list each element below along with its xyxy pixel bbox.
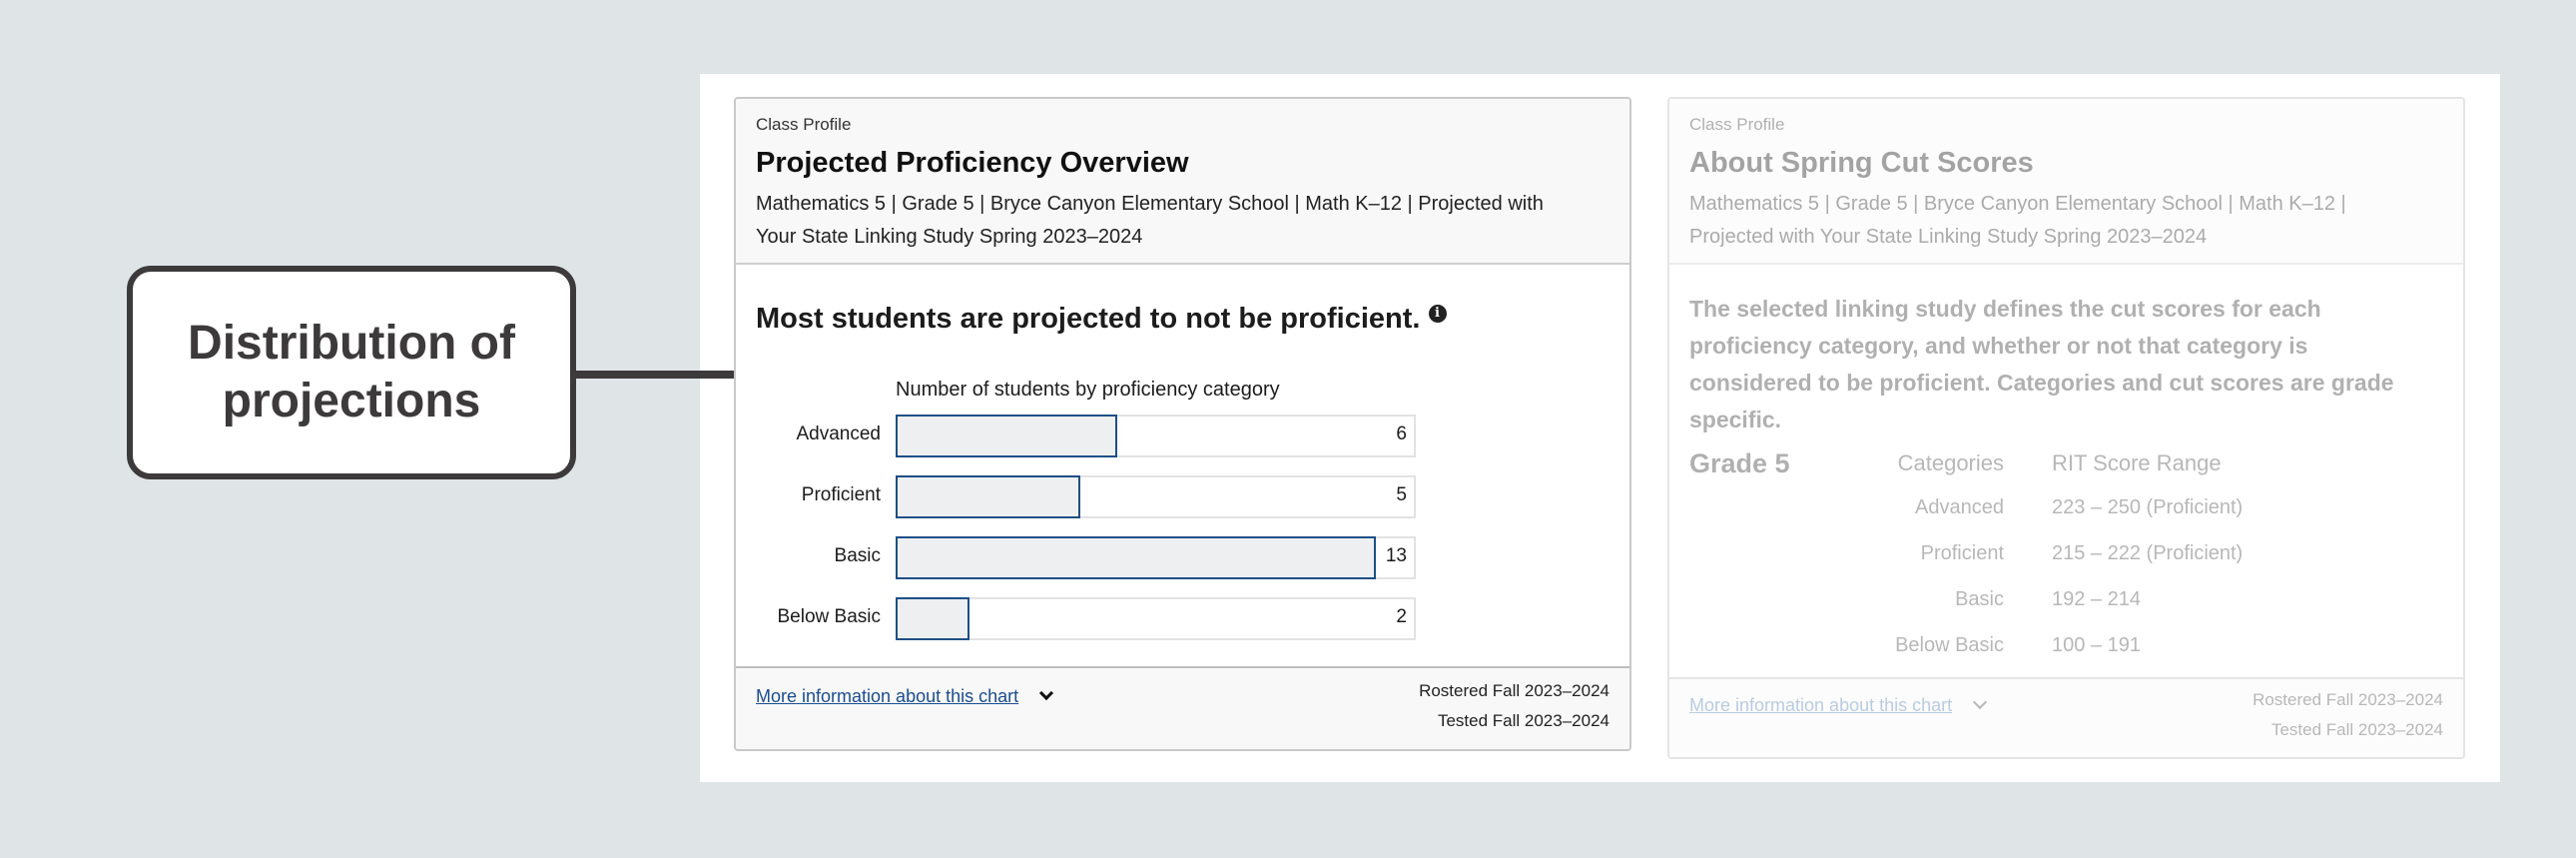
cut-scores-card: Class Profile About Spring Cut Scores Ma… xyxy=(1667,97,2465,759)
dates: Rostered Fall 2023–2024 Tested Fall 2023… xyxy=(2253,685,2443,745)
description: The selected linking study defines the c… xyxy=(1689,296,2394,432)
card-header: Class Profile About Spring Cut Scores Ma… xyxy=(1669,99,2463,265)
bar xyxy=(896,536,1376,579)
card-subtitle: Mathematics 5 | Grade 5 | Bryce Canyon E… xyxy=(756,188,1544,254)
cut-score-category: Advanced xyxy=(1915,496,2004,518)
annotation-callout: Distribution of projections xyxy=(127,266,576,479)
card-footer: More information about this chart Roster… xyxy=(736,666,1629,749)
bar-value: 5 xyxy=(1396,484,1407,505)
projected-proficiency-card: Class Profile Projected Proficiency Over… xyxy=(734,97,1631,751)
headline-text: Most students are projected to not be pr… xyxy=(756,303,1421,335)
cut-score-category: Below Basic xyxy=(1895,634,2004,656)
categories-header: Categories xyxy=(1897,450,2004,475)
subtitle-line: Mathematics 5 | Grade 5 | Bryce Canyon E… xyxy=(756,193,1544,215)
chart-headline: Most students are projected to not be pr… xyxy=(756,303,1447,336)
more-info-link[interactable]: More information about this chart xyxy=(1689,695,1953,715)
subtitle-line: Mathematics 5 | Grade 5 | Bryce Canyon E… xyxy=(1689,193,2346,215)
bar-track xyxy=(896,415,1416,457)
grade-label: Grade 5 xyxy=(1689,448,1790,478)
cut-score-range: 215 – 222 (Proficient) xyxy=(2052,542,2244,564)
more-info-toggle[interactable]: More information about this chart xyxy=(756,685,1053,707)
dates: Rostered Fall 2023–2024 Tested Fall 2023… xyxy=(1419,676,1610,736)
cut-score-range: 192 – 214 xyxy=(2052,588,2141,610)
rostered-date: Rostered Fall 2023–2024 xyxy=(2253,690,2443,709)
tested-date: Tested Fall 2023–2024 xyxy=(1437,711,1610,730)
bar-label: Advanced xyxy=(796,424,881,444)
bar-track xyxy=(896,475,1416,518)
bar-value: 13 xyxy=(1385,545,1407,566)
more-info-toggle[interactable]: More information about this chart xyxy=(1689,694,1987,716)
card-title: About Spring Cut Scores xyxy=(1689,147,2034,179)
callout-connector xyxy=(576,371,824,379)
cut-score-category: Proficient xyxy=(1920,542,2004,564)
bar-value: 2 xyxy=(1396,606,1407,627)
chevron-down-icon[interactable] xyxy=(1972,694,1987,710)
cut-score-category: Basic xyxy=(1955,588,2004,610)
bar-track xyxy=(896,536,1416,579)
eyebrow: Class Profile xyxy=(1689,115,1785,134)
callout-text: Distribution of projections xyxy=(188,317,515,428)
more-info-link[interactable]: More information about this chart xyxy=(756,686,1019,706)
chart-title: Number of students by proficiency catego… xyxy=(896,379,1280,401)
tested-date: Tested Fall 2023–2024 xyxy=(2270,720,2443,739)
bar-label: Below Basic xyxy=(777,606,882,627)
subtitle-line: Your State Linking Study Spring 2023–202… xyxy=(756,226,1143,248)
info-circle-icon[interactable]: i xyxy=(1428,305,1447,324)
bar-label: Proficient xyxy=(801,484,881,505)
bar xyxy=(896,475,1080,518)
bar-label: Basic xyxy=(834,545,881,566)
card-subtitle: Mathematics 5 | Grade 5 | Bryce Canyon E… xyxy=(1689,188,2346,254)
card-footer: More information about this chart Roster… xyxy=(1669,677,2463,757)
chevron-down-icon[interactable] xyxy=(1038,685,1053,701)
card-header: Class Profile Projected Proficiency Over… xyxy=(736,99,1629,265)
cut-score-range: 223 – 250 (Proficient) xyxy=(2052,496,2244,518)
cut-score-range: 100 – 191 xyxy=(2052,634,2141,656)
bar-value: 6 xyxy=(1396,424,1407,444)
eyebrow: Class Profile xyxy=(756,115,852,134)
range-header: RIT Score Range xyxy=(2052,450,2222,475)
card-title: Projected Proficiency Overview xyxy=(756,147,1189,179)
subtitle-line: Projected with Your State Linking Study … xyxy=(1689,226,2208,248)
bar xyxy=(896,415,1117,457)
bar xyxy=(896,597,969,640)
bar-track xyxy=(896,597,1416,640)
rostered-date: Rostered Fall 2023–2024 xyxy=(1419,681,1610,700)
